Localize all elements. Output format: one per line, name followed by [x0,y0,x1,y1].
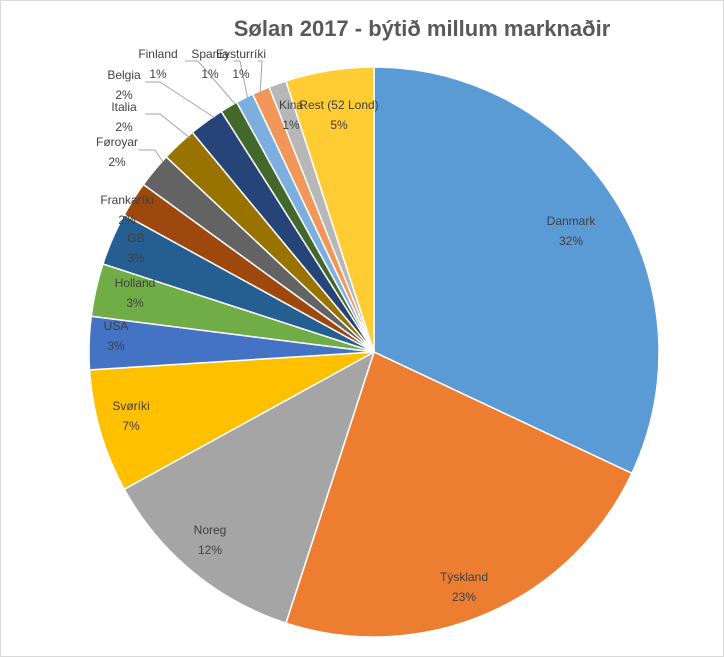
slice-label-eysturriki: Eysturríki [216,47,266,61]
slice-label-noreg: Noreg [194,523,227,537]
pie-slice-danmark [373,66,660,475]
slice-label-foroyar: Føroyar [96,135,138,149]
leader-line-spania [234,60,249,101]
slice-label-italia: Italia [111,100,137,114]
leader-line-italia [145,113,191,139]
slice-value-usa: 3% [107,339,125,353]
slice-label-usa: USA [104,319,129,333]
slice-label-frankariki: Frankaríki [100,193,153,207]
leader-line-eysturriki [258,60,263,97]
slice-value-kina: 1% [282,118,300,132]
slice-label-finland: Finland [138,47,177,61]
slice-value-noreg: 12% [198,543,222,557]
slice-label-danmark: Danmark [547,214,597,228]
slice-value-svoriki: 7% [122,419,140,433]
slice-value-belgia: 2% [115,88,133,102]
slice-label-holland: Holland [115,276,156,290]
slice-label-kina: Kina [279,98,303,112]
slice-label-spania: Spania [191,47,229,61]
pie-slice-tyskland [284,350,633,638]
slice-value-eysturriki: 1% [232,67,250,81]
slice-value-rest-52-lond: 5% [330,118,348,132]
slice-label-tyskland: Týskland [440,570,488,584]
slice-label-belgia: Belgia [107,68,141,82]
leader-line-foroyar [138,149,164,163]
slice-label-gb: GB [127,231,144,245]
slice-value-spania: 1% [201,67,219,81]
slice-value-frankariki: 2% [118,213,136,227]
slice-label-svoriki: Svøríki [112,399,149,413]
slice-label-rest-52-lond: Rest (52 Lond) [299,98,378,112]
slice-value-gb: 3% [127,251,145,265]
leader-line-finland [185,60,236,105]
pie-slice-rest-52-lond [284,66,375,353]
slice-value-foroyar: 2% [108,155,126,169]
slice-value-italia: 2% [115,120,133,134]
pie-slice-noreg [123,350,376,624]
leader-line-belgia [145,81,216,119]
chart-title: Sølan 2017 - býtið millum marknaðir [233,16,611,41]
slice-value-holland: 3% [126,296,144,310]
pie-slice-svoriki [88,351,375,491]
slice-value-danmark: 32% [559,234,583,248]
slice-value-finland: 1% [149,67,167,81]
slice-value-tyskland: 23% [452,590,476,604]
